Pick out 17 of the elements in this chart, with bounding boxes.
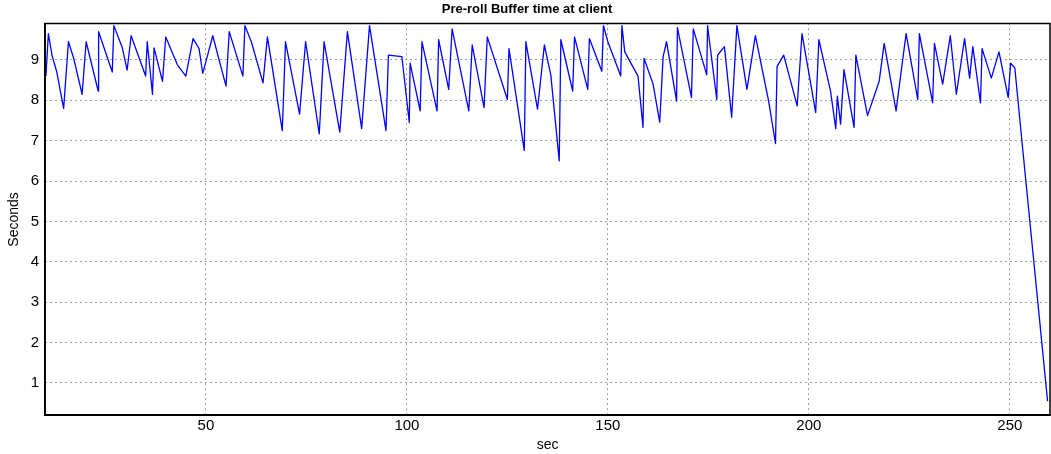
y-tick-label: 4 bbox=[30, 251, 40, 269]
y-tick-label: 8 bbox=[30, 90, 40, 108]
y-tick-label: 5 bbox=[30, 211, 40, 229]
x-tick-label: 50 bbox=[197, 416, 215, 434]
y-axis-title: Seconds bbox=[5, 192, 22, 247]
y-tick-label: 9 bbox=[30, 50, 40, 68]
y-tick-label: 3 bbox=[30, 292, 40, 310]
chart-title: Pre-roll Buffer time at client bbox=[441, 1, 613, 17]
y-tick-label: 1 bbox=[30, 373, 40, 391]
y-tick-label: 6 bbox=[30, 171, 40, 189]
x-tick-label: 100 bbox=[394, 416, 420, 434]
y-tick-label: 2 bbox=[30, 332, 40, 350]
x-tick-label: 150 bbox=[595, 416, 621, 434]
y-tick-label: 7 bbox=[30, 130, 40, 148]
x-tick-label: 200 bbox=[796, 416, 822, 434]
x-axis-title: sec bbox=[536, 436, 559, 453]
x-tick-label: 250 bbox=[997, 416, 1023, 434]
